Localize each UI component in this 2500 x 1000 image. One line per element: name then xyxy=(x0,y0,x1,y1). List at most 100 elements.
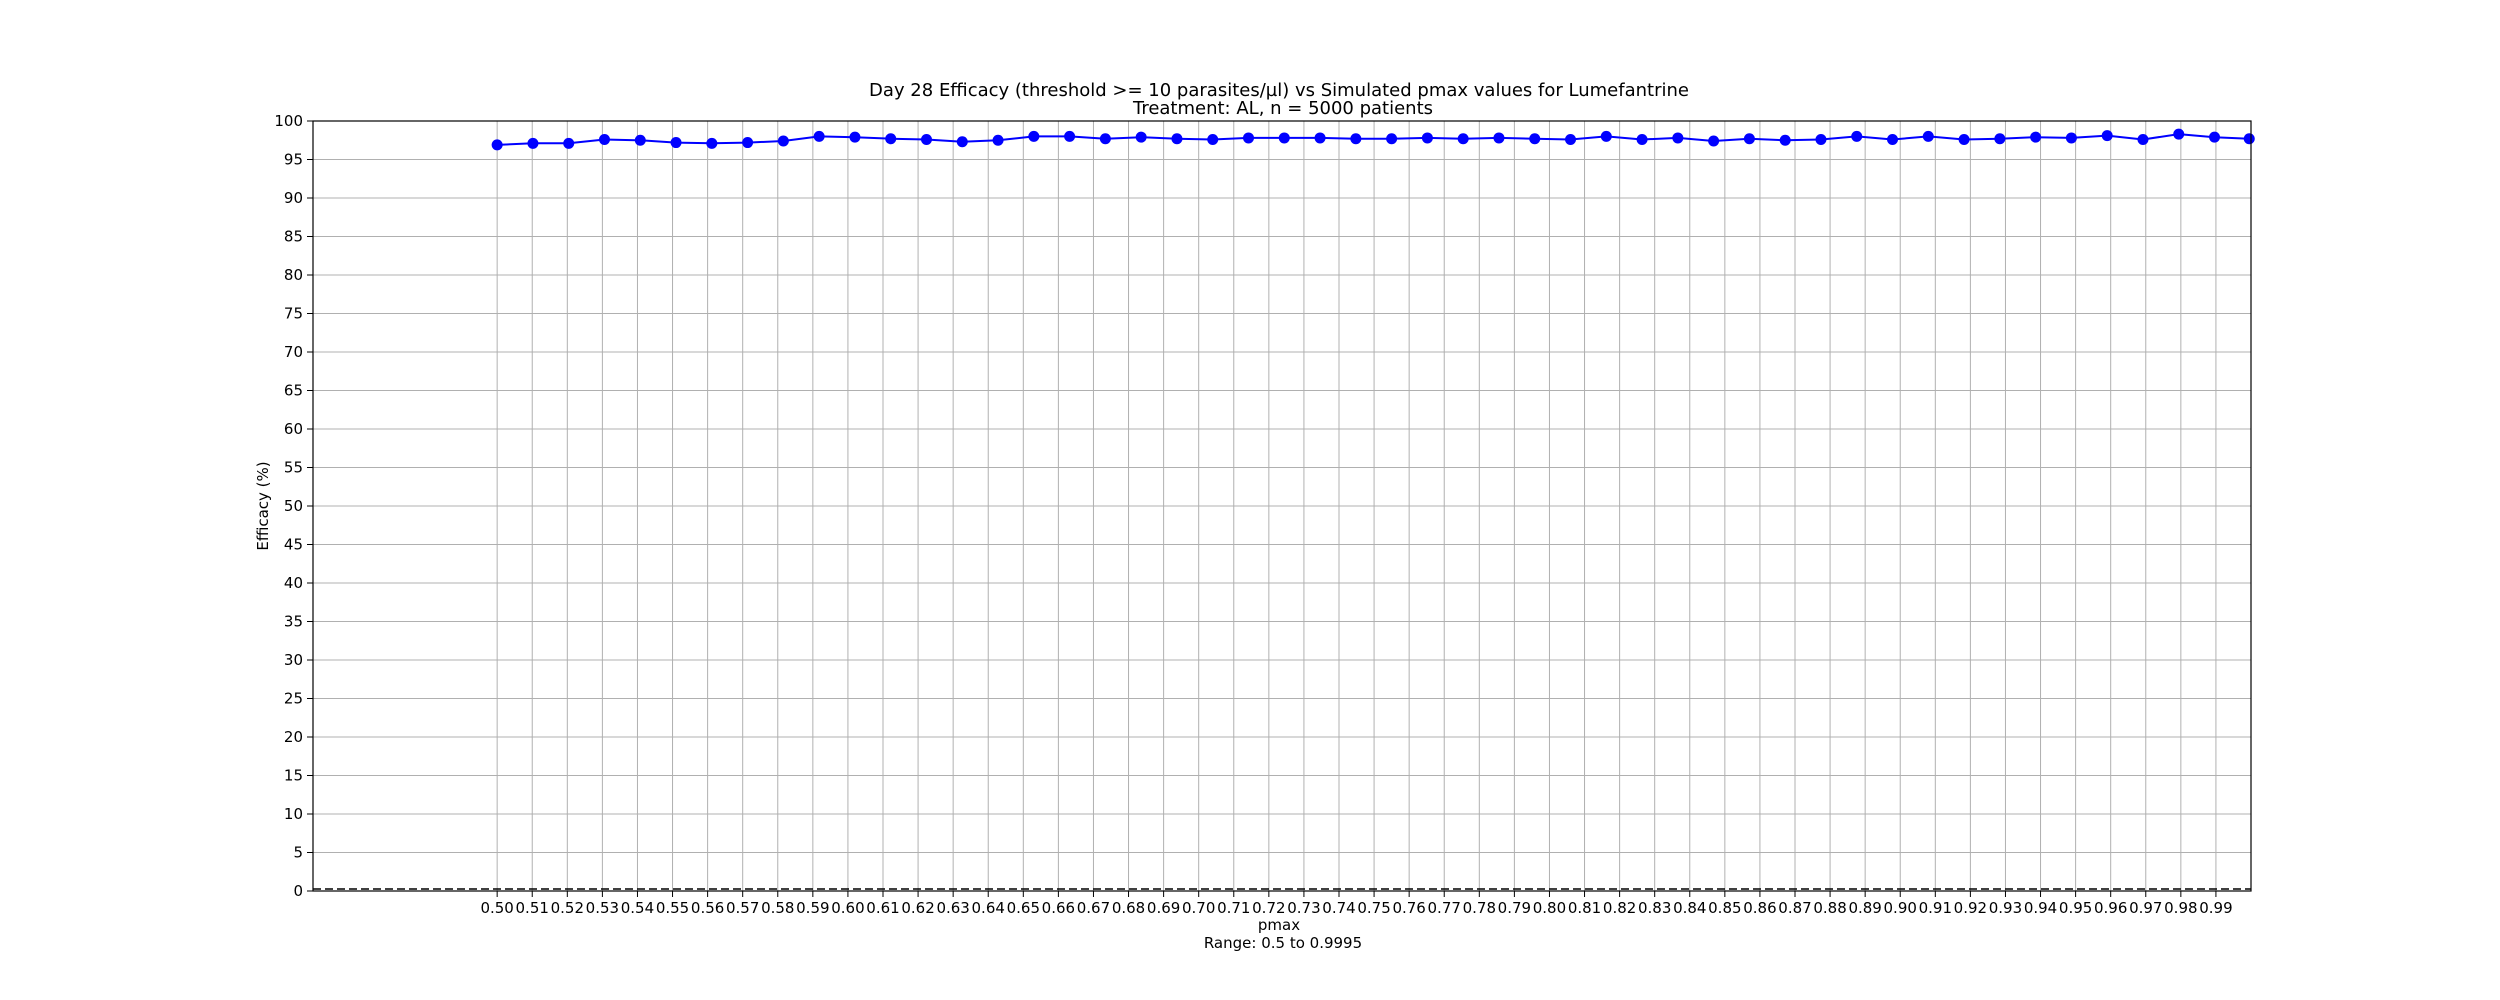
x-tick-label: 0.71 xyxy=(1217,899,1250,917)
y-tick-label: 70 xyxy=(284,343,303,361)
x-tick-label: 0.55 xyxy=(656,899,689,917)
data-point xyxy=(1600,130,1612,142)
data-point xyxy=(1457,133,1469,145)
x-tick-label: 0.91 xyxy=(1919,899,1952,917)
data-point xyxy=(849,131,861,143)
data-point xyxy=(1064,130,1076,142)
x-tick-label: 0.97 xyxy=(2129,899,2162,917)
data-point xyxy=(1994,133,2006,145)
data-point xyxy=(1278,132,1290,144)
x-tick-label: 0.61 xyxy=(866,899,899,917)
x-tick-label: 0.78 xyxy=(1463,899,1496,917)
data-point xyxy=(1565,133,1577,145)
x-tick-label: 0.76 xyxy=(1392,899,1425,917)
data-point xyxy=(1672,132,1684,144)
data-point xyxy=(2209,131,2221,143)
y-tick-label: 60 xyxy=(284,420,303,438)
data-point xyxy=(1314,132,1326,144)
y-axis-label: Efficacy (%) xyxy=(254,461,272,550)
data-point xyxy=(1099,133,1111,145)
data-point xyxy=(1350,133,1362,145)
x-tick-label: 0.56 xyxy=(691,899,724,917)
chart-title: Day 28 Efficacy (threshold >= 10 parasit… xyxy=(869,80,1689,101)
x-tick-label: 0.99 xyxy=(2199,899,2232,917)
x-tick-label: 0.98 xyxy=(2164,899,2197,917)
data-point xyxy=(813,130,825,142)
x-tick-label: 0.85 xyxy=(1708,899,1741,917)
x-tick-label: 0.69 xyxy=(1147,899,1180,917)
x-tick-label: 0.53 xyxy=(586,899,619,917)
y-tick-label: 95 xyxy=(284,151,303,169)
data-point xyxy=(1421,132,1433,144)
x-tick-label: 0.66 xyxy=(1042,899,1075,917)
data-point xyxy=(1958,133,1970,145)
x-tick-label: 0.82 xyxy=(1603,899,1636,917)
data-point xyxy=(634,134,646,146)
x-tick-label: 0.93 xyxy=(1989,899,2022,917)
x-tick-label: 0.51 xyxy=(516,899,549,917)
data-point xyxy=(1171,133,1183,145)
x-tick-label: 0.50 xyxy=(480,899,513,917)
y-tick-label: 25 xyxy=(284,690,303,708)
data-point xyxy=(1815,133,1827,145)
y-tick-label: 10 xyxy=(284,805,303,823)
y-tick-label: 20 xyxy=(284,728,303,746)
x-tick-label: 0.83 xyxy=(1638,899,1671,917)
data-point xyxy=(1922,130,1934,142)
x-axis-range-note: Range: 0.5 to 0.9995 xyxy=(1204,934,1362,952)
y-tick-label: 90 xyxy=(284,189,303,207)
y-tick-label: 100 xyxy=(274,112,303,130)
x-tick-label: 0.57 xyxy=(726,899,759,917)
series-group xyxy=(491,128,2255,151)
data-point xyxy=(885,133,897,145)
x-tick-label: 0.52 xyxy=(551,899,584,917)
data-point xyxy=(563,137,575,149)
x-tick-label: 0.70 xyxy=(1182,899,1215,917)
data-point xyxy=(1135,131,1147,143)
grid-lines xyxy=(313,120,2251,892)
x-tick-label: 0.73 xyxy=(1287,899,1320,917)
x-axis-label: pmax xyxy=(1258,916,1300,934)
x-tick-label: 0.80 xyxy=(1533,899,1566,917)
x-tick-label: 0.95 xyxy=(2059,899,2092,917)
data-point xyxy=(777,135,789,147)
data-point xyxy=(1529,133,1541,145)
data-point xyxy=(527,137,539,149)
x-tick-label: 0.60 xyxy=(831,899,864,917)
data-point xyxy=(1743,133,1755,145)
y-tick-label: 75 xyxy=(284,305,303,323)
data-point xyxy=(742,137,754,149)
data-point xyxy=(2173,128,2185,140)
data-point xyxy=(2243,133,2255,145)
y-axis-ticks: 0 5 10 15 20 25 30 35 40 45 50 55 60 65 70 75 80 85 90 95 10… xyxy=(274,112,313,900)
series-line xyxy=(497,133,2250,146)
x-tick-label: 0.89 xyxy=(1848,899,1881,917)
y-tick-label: 80 xyxy=(284,266,303,284)
x-tick-label: 0.74 xyxy=(1322,899,1355,917)
x-tick-label: 0.67 xyxy=(1077,899,1110,917)
x-tick-label: 0.58 xyxy=(761,899,794,917)
y-tick-label: 0 xyxy=(293,882,303,900)
data-point xyxy=(1386,133,1398,145)
data-point xyxy=(706,137,718,149)
data-point xyxy=(992,134,1004,146)
x-tick-label: 0.94 xyxy=(2024,899,2057,917)
y-tick-label: 85 xyxy=(284,228,303,246)
y-tick-label: 35 xyxy=(284,613,303,631)
data-point xyxy=(1779,134,1791,146)
x-tick-label: 0.72 xyxy=(1252,899,1285,917)
x-tick-label: 0.63 xyxy=(936,899,969,917)
x-tick-label: 0.86 xyxy=(1743,899,1776,917)
x-tick-label: 0.75 xyxy=(1357,899,1390,917)
data-point xyxy=(598,133,610,145)
data-point xyxy=(1028,130,1040,142)
chart-subtitle: Treatment: AL, n = 5000 patients xyxy=(1132,98,1433,119)
data-point xyxy=(2065,132,2077,144)
data-point xyxy=(956,136,968,148)
x-tick-label: 0.88 xyxy=(1813,899,1846,917)
x-tick-label: 0.96 xyxy=(2094,899,2127,917)
x-tick-label: 0.92 xyxy=(1954,899,1987,917)
y-tick-label: 45 xyxy=(284,536,303,554)
